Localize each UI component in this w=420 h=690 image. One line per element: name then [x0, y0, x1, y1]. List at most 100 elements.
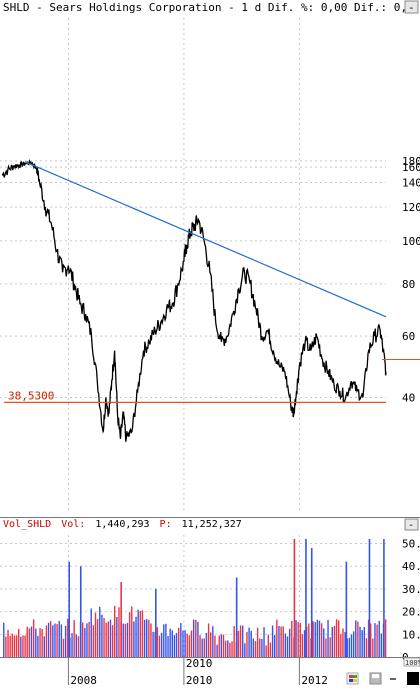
x-axis-tick-label: 2010 [186, 657, 213, 670]
volume-bar [116, 616, 118, 657]
price-grid [0, 18, 386, 510]
volume-bar [378, 620, 380, 657]
volume-bar [47, 622, 50, 657]
volume-bar [318, 620, 321, 657]
volume-bar [239, 625, 242, 657]
volume-bar [152, 631, 154, 657]
volume-bar [3, 622, 5, 657]
volume-bar [352, 631, 355, 657]
volume-bar [158, 635, 161, 657]
volume-bar [111, 625, 114, 657]
volume-bar [54, 623, 56, 657]
volume-spike-bar [383, 539, 385, 657]
volume-bar [67, 618, 69, 657]
volume-bar [126, 622, 129, 657]
volume-bar [188, 635, 191, 657]
volume-bar [156, 627, 159, 657]
volume-y-tick-label: 10. [402, 628, 420, 641]
volume-bar [203, 638, 205, 657]
volume-bar [30, 626, 33, 657]
volume-collapse-button[interactable]: - [404, 518, 419, 531]
volume-spike-bar [79, 566, 82, 657]
volume-bar [20, 636, 22, 657]
volume-header: Vol_SHLD Vol: 1,440,293 P: 11,252,327 [3, 519, 242, 530]
volume-bar [295, 620, 297, 657]
volume-bar [265, 645, 267, 657]
volume-bar [131, 606, 133, 657]
header-collapse-button[interactable]: - [404, 0, 419, 14]
volume-bar [150, 623, 152, 657]
trend-line [24, 161, 387, 318]
x-axis: 2008 2010 2012 2010 [0, 657, 420, 687]
scale-button[interactable]: 100% [403, 657, 420, 667]
volume-bar [9, 635, 11, 657]
price-y-tick-label: 40 [402, 392, 415, 405]
volume-bar [180, 622, 182, 657]
volume-bar [58, 620, 60, 657]
volume-bar [350, 634, 353, 657]
volume-spike-bar [305, 539, 307, 657]
volume-vol-label: Vol: [61, 519, 85, 530]
volume-y-axis: 50.40.30.20.10.0. [402, 538, 420, 664]
volume-bar [282, 626, 284, 657]
volume-y-tick-label: 50. [402, 538, 420, 551]
scale-label: 100% [405, 659, 420, 667]
bottom-controls: 100% [346, 657, 420, 685]
volume-bar [325, 638, 327, 657]
volume-bar [374, 623, 376, 657]
volume-bar [355, 620, 357, 657]
volume-bar [86, 623, 88, 657]
volume-bar [50, 621, 52, 657]
color-palette-icon[interactable] [346, 672, 359, 685]
price-y-tick-label: 60 [402, 330, 415, 343]
volume-bar [254, 641, 257, 657]
zoom-out-icon[interactable] [390, 678, 396, 680]
volume-bar [75, 634, 77, 657]
volume-bar [357, 621, 359, 657]
volume-bar [271, 625, 274, 657]
volume-bar [175, 632, 178, 657]
volume-bar [370, 623, 372, 657]
save-disk-icon[interactable] [369, 672, 382, 685]
volume-bar [340, 634, 342, 657]
volume-bar [367, 619, 370, 657]
volume-bar [24, 635, 26, 657]
volume-bar [365, 638, 368, 657]
volume-bar [143, 619, 146, 657]
volume-y-tick-label: 20. [402, 606, 420, 619]
volume-bar [323, 628, 325, 657]
volume-spike-bar [368, 539, 371, 657]
volume-bar [314, 622, 316, 657]
volume-spike-bar [345, 561, 348, 657]
volume-bar [82, 622, 84, 657]
volume-bar [218, 635, 220, 657]
volume-bar [64, 625, 67, 657]
volume-bar [199, 635, 201, 657]
volume-bar [32, 619, 35, 657]
volume-bar [26, 626, 28, 657]
price-y-tick-label: 100 [402, 235, 420, 248]
volume-bar [107, 621, 109, 657]
volume-bar [160, 632, 163, 657]
volume-bar [205, 632, 208, 657]
volume-y-tick-label: 40. [402, 560, 420, 573]
volume-bar [56, 624, 58, 657]
color-box-icon[interactable] [407, 672, 419, 685]
volume-bar [380, 633, 383, 657]
volume-bar [229, 642, 231, 657]
chart-title: SHLD - Sears Holdings Corporation - 1 d … [3, 1, 414, 14]
volume-bar [274, 635, 276, 657]
price-series-line [1, 158, 387, 442]
volume-bar [214, 635, 216, 657]
volume-bar [342, 628, 344, 657]
volume-bar [363, 626, 365, 657]
volume-bar [128, 612, 131, 657]
volume-p-label: P: [160, 519, 172, 530]
volume-p-value: 11,252,327 [182, 519, 242, 530]
price-y-tick-label: 140 [402, 177, 420, 190]
volume-vol-value: 1,440,293 [95, 519, 149, 530]
volume-bar [105, 622, 107, 657]
volume-bar [135, 616, 137, 657]
